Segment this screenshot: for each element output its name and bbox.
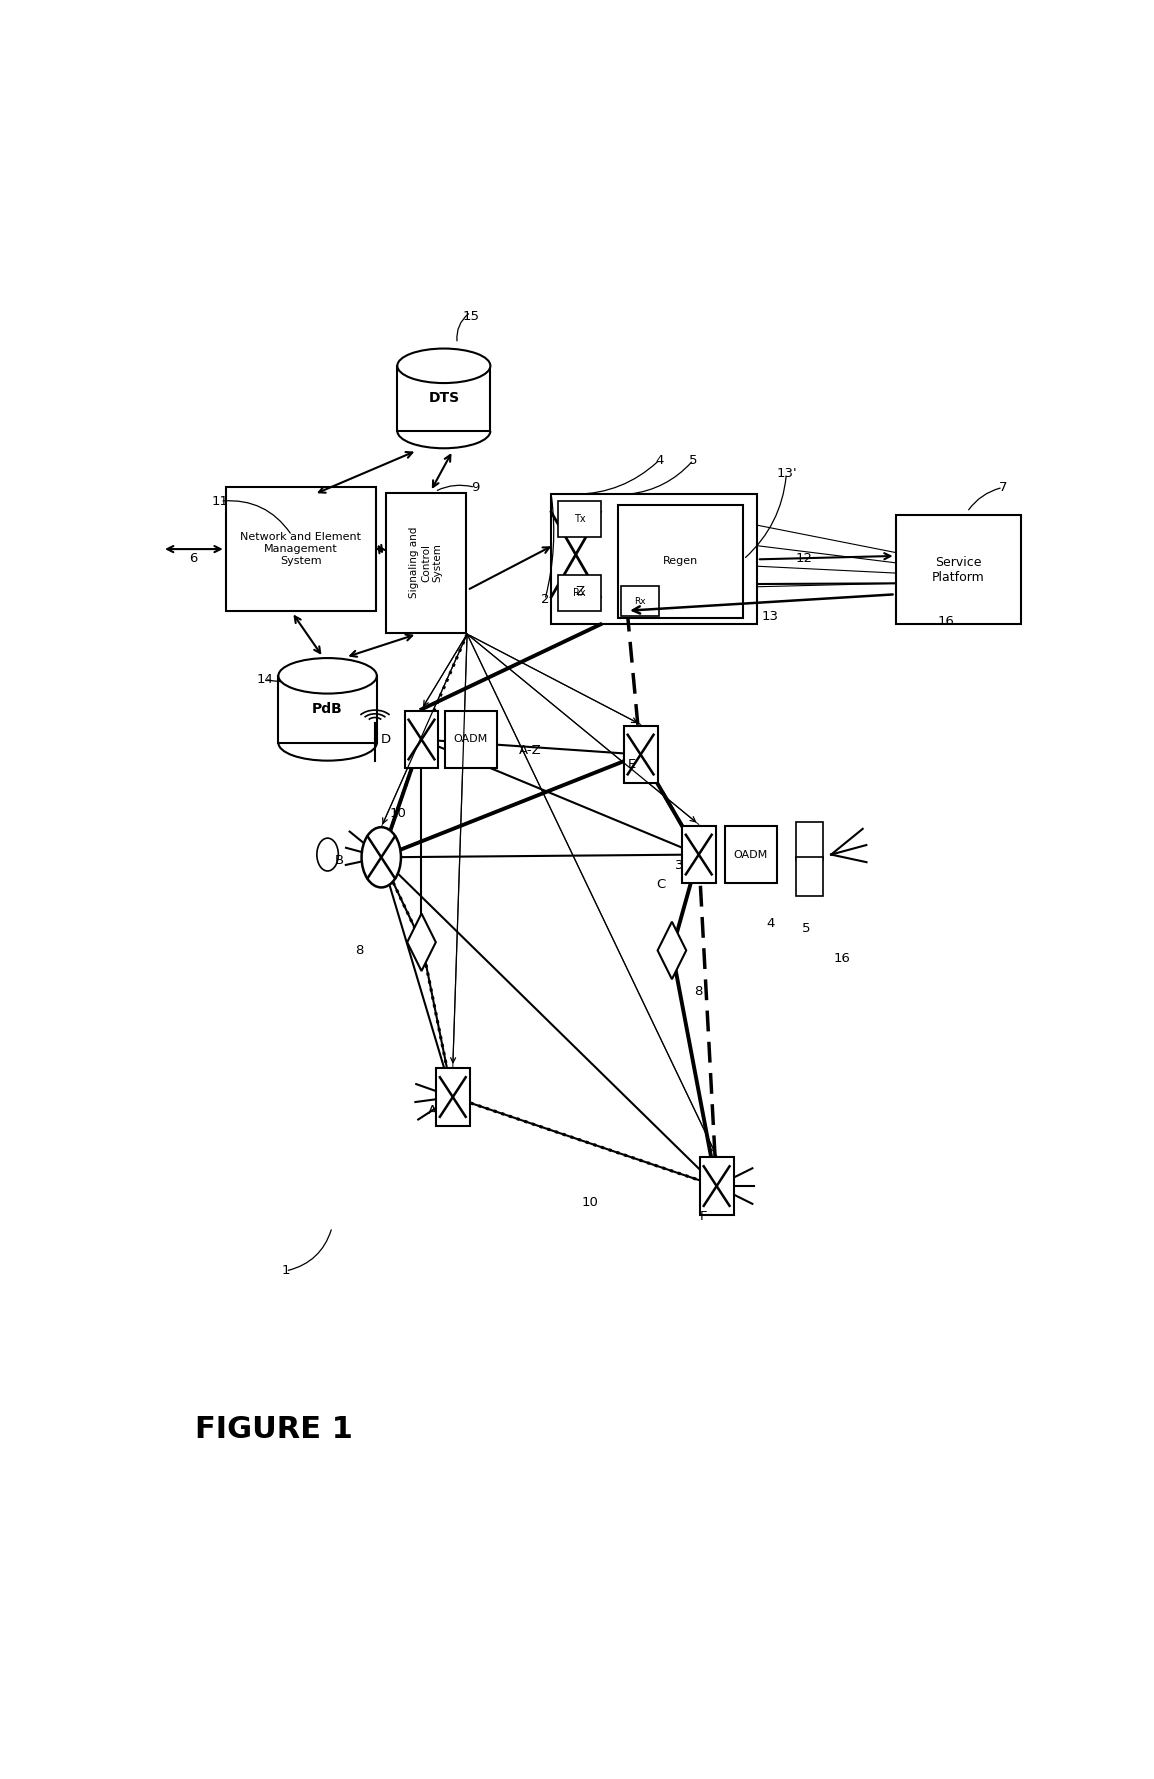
FancyBboxPatch shape xyxy=(621,585,659,616)
Text: 8: 8 xyxy=(354,945,364,957)
Text: F: F xyxy=(699,1210,707,1222)
Text: DTS: DTS xyxy=(428,391,459,406)
FancyBboxPatch shape xyxy=(896,514,1021,624)
FancyBboxPatch shape xyxy=(796,857,823,895)
FancyBboxPatch shape xyxy=(405,712,439,769)
Text: 12: 12 xyxy=(796,551,812,566)
Text: 15: 15 xyxy=(463,310,479,322)
Text: 13: 13 xyxy=(762,610,779,623)
FancyBboxPatch shape xyxy=(552,495,757,624)
Text: 2: 2 xyxy=(541,592,549,607)
FancyBboxPatch shape xyxy=(619,505,743,617)
Text: C: C xyxy=(657,879,666,891)
Ellipse shape xyxy=(278,658,376,694)
Text: D: D xyxy=(381,733,391,745)
Text: 4: 4 xyxy=(655,454,664,466)
Text: 6: 6 xyxy=(189,551,197,566)
Text: Network and Element
Management
System: Network and Element Management System xyxy=(240,532,361,566)
Polygon shape xyxy=(407,913,436,971)
Text: 10: 10 xyxy=(582,1195,598,1210)
FancyBboxPatch shape xyxy=(796,822,823,859)
FancyBboxPatch shape xyxy=(559,575,601,610)
Text: Regen: Regen xyxy=(664,557,698,566)
FancyBboxPatch shape xyxy=(623,726,658,783)
Text: 4: 4 xyxy=(766,916,774,930)
Circle shape xyxy=(361,827,400,888)
Text: Tx: Tx xyxy=(574,514,585,525)
Text: OADM: OADM xyxy=(454,735,488,744)
Text: B: B xyxy=(335,854,344,866)
Text: OADM: OADM xyxy=(734,850,767,859)
Text: 16: 16 xyxy=(937,616,954,628)
Text: 5: 5 xyxy=(802,922,810,936)
Polygon shape xyxy=(658,922,687,978)
Text: 9: 9 xyxy=(471,480,479,495)
Text: A-Z: A-Z xyxy=(519,744,542,756)
FancyBboxPatch shape xyxy=(559,502,601,537)
FancyBboxPatch shape xyxy=(226,487,376,610)
Text: Z: Z xyxy=(575,585,584,598)
Text: 5: 5 xyxy=(689,454,698,466)
Text: 1: 1 xyxy=(282,1265,290,1277)
FancyBboxPatch shape xyxy=(699,1158,734,1215)
Text: PdB: PdB xyxy=(313,703,343,717)
Text: Rx: Rx xyxy=(634,596,645,605)
Text: 8: 8 xyxy=(695,986,703,998)
Text: FIGURE 1: FIGURE 1 xyxy=(195,1416,353,1445)
FancyBboxPatch shape xyxy=(444,712,496,769)
Polygon shape xyxy=(397,366,490,431)
Text: 7: 7 xyxy=(998,480,1007,495)
Text: 10: 10 xyxy=(390,808,406,820)
Text: 11: 11 xyxy=(212,495,228,507)
FancyBboxPatch shape xyxy=(385,493,466,633)
Text: 16: 16 xyxy=(833,952,850,966)
Text: Rx: Rx xyxy=(574,587,586,598)
Text: 14: 14 xyxy=(256,672,273,685)
Text: Service
Platform: Service Platform xyxy=(931,555,984,584)
FancyBboxPatch shape xyxy=(682,825,715,884)
Text: E: E xyxy=(628,758,636,770)
Text: 13': 13' xyxy=(777,468,796,480)
FancyBboxPatch shape xyxy=(436,1067,470,1126)
Text: A: A xyxy=(428,1105,437,1117)
Polygon shape xyxy=(278,676,376,744)
Text: 3: 3 xyxy=(675,859,683,872)
Text: Signaling and
Control
System: Signaling and Control System xyxy=(410,527,443,598)
FancyBboxPatch shape xyxy=(725,825,777,884)
Ellipse shape xyxy=(397,349,490,382)
